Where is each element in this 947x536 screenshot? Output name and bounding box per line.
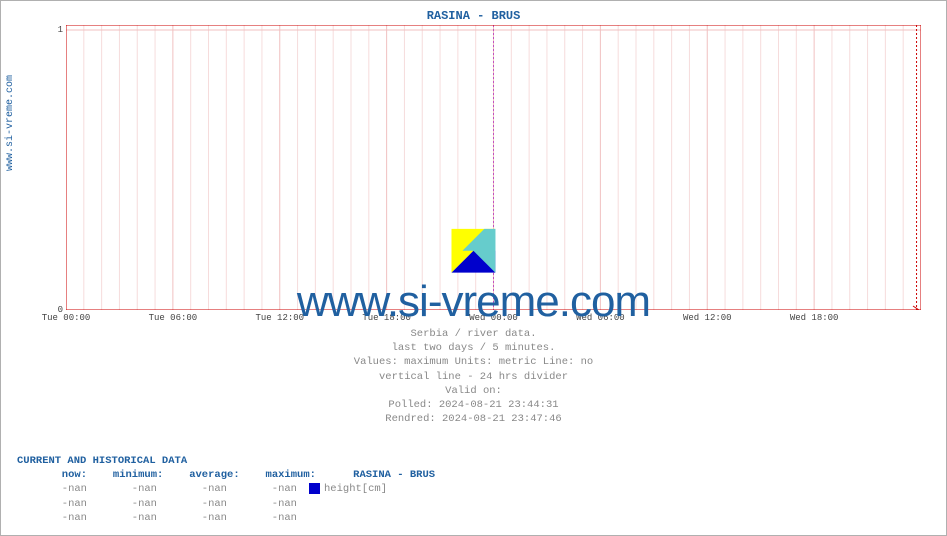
meta-line: vertical line - 24 hrs divider	[1, 370, 946, 384]
table-column-row: now: minimum: average: maximum: RASINA -…	[17, 468, 482, 482]
chart-title: RASINA - BRUS	[1, 9, 946, 23]
table-row: -nan-nan-nan-nan	[17, 497, 482, 511]
watermark-text: www.si-vreme.com	[297, 277, 650, 327]
meta-line: Rendred: 2024-08-21 23:47:46	[1, 412, 946, 426]
y-axis-label: www.si-vreme.com	[5, 75, 16, 171]
col-header-max: maximum:	[246, 468, 316, 482]
meta-line: Valid on:	[1, 384, 946, 398]
meta-line: Polled: 2024-08-21 23:44:31	[1, 398, 946, 412]
y-tick-label: 0	[51, 305, 63, 315]
data-table: CURRENT AND HISTORICAL DATA now: minimum…	[17, 454, 482, 525]
x-tick-label: Tue 00:00	[42, 313, 91, 323]
x-tick-label: Tue 06:00	[149, 313, 198, 323]
table-row: -nan-nan-nan-nan	[17, 511, 482, 525]
watermark-logo-icon	[452, 229, 496, 273]
watermark: www.si-vreme.com	[297, 229, 650, 327]
series-swatch	[309, 483, 320, 494]
col-header-min: minimum:	[93, 468, 163, 482]
table-header: CURRENT AND HISTORICAL DATA	[17, 454, 482, 468]
col-header-series: RASINA - BRUS	[322, 468, 482, 482]
x-tick-label: Wed 18:00	[790, 313, 839, 323]
meta-line: Serbia / river data.	[1, 327, 946, 341]
table-row: -nan-nan-nan-nanheight[cm]	[17, 482, 482, 496]
y-tick-label: 1	[51, 25, 63, 35]
col-header-now: now:	[17, 468, 87, 482]
meta-line: Values: maximum Units: metric Line: no	[1, 355, 946, 369]
x-tick-label: Wed 12:00	[683, 313, 732, 323]
col-header-avg: average:	[170, 468, 240, 482]
meta-line: last two days / 5 minutes.	[1, 341, 946, 355]
chart-metadata: Serbia / river data.last two days / 5 mi…	[1, 327, 946, 426]
